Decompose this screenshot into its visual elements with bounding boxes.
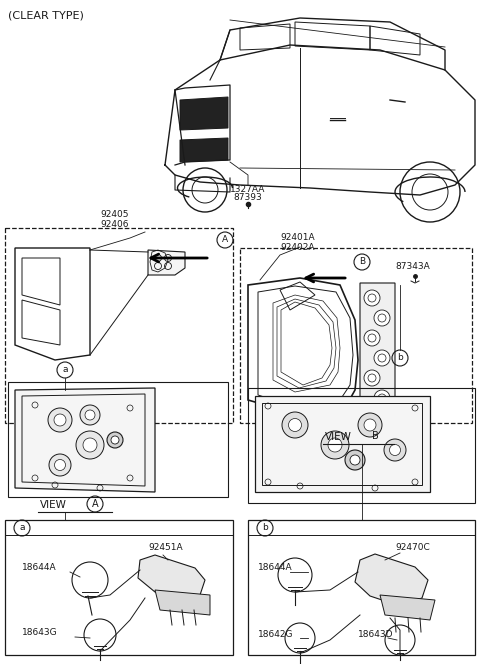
Circle shape <box>350 455 360 465</box>
Circle shape <box>54 414 66 426</box>
Circle shape <box>384 439 406 461</box>
Circle shape <box>364 290 380 306</box>
Polygon shape <box>355 554 428 606</box>
Text: 1327AA: 1327AA <box>230 185 266 194</box>
Text: 87393: 87393 <box>234 193 263 202</box>
Circle shape <box>328 438 342 452</box>
Circle shape <box>364 330 380 346</box>
Text: 18643G: 18643G <box>22 628 58 637</box>
Polygon shape <box>138 555 205 602</box>
Polygon shape <box>148 250 185 275</box>
Polygon shape <box>15 388 155 492</box>
Text: 87343A: 87343A <box>395 262 430 271</box>
Polygon shape <box>180 97 228 130</box>
Text: (CLEAR TYPE): (CLEAR TYPE) <box>8 10 84 20</box>
Circle shape <box>48 408 72 432</box>
Circle shape <box>358 413 382 437</box>
Polygon shape <box>180 138 228 162</box>
Circle shape <box>389 444 400 456</box>
Circle shape <box>321 431 349 459</box>
Text: 18643D: 18643D <box>358 630 394 639</box>
Text: 18642G: 18642G <box>258 630 293 639</box>
Polygon shape <box>360 283 395 410</box>
Text: 92401A: 92401A <box>280 233 314 242</box>
Polygon shape <box>380 595 435 620</box>
Circle shape <box>282 412 308 438</box>
Circle shape <box>76 431 104 459</box>
Text: VIEW: VIEW <box>40 500 67 510</box>
Circle shape <box>55 459 65 471</box>
Circle shape <box>49 454 71 476</box>
Circle shape <box>107 432 123 448</box>
Circle shape <box>374 390 390 406</box>
Circle shape <box>374 310 390 326</box>
Circle shape <box>83 438 97 452</box>
Text: 18644A: 18644A <box>22 563 57 572</box>
Circle shape <box>345 450 365 470</box>
Text: b: b <box>397 353 403 363</box>
Text: VIEW: VIEW <box>325 432 352 442</box>
Circle shape <box>85 410 95 420</box>
Text: B: B <box>372 431 378 441</box>
Text: 92470C: 92470C <box>395 543 430 552</box>
Polygon shape <box>155 590 210 615</box>
Text: A: A <box>222 236 228 244</box>
Text: b: b <box>262 523 268 533</box>
Circle shape <box>288 418 301 432</box>
Circle shape <box>80 405 100 425</box>
Text: B: B <box>359 258 365 266</box>
Text: A: A <box>92 499 98 509</box>
Circle shape <box>111 436 119 444</box>
Circle shape <box>364 419 376 431</box>
Text: 92405: 92405 <box>100 210 129 219</box>
Text: a: a <box>62 365 68 374</box>
Text: 92406: 92406 <box>100 220 129 229</box>
Circle shape <box>374 350 390 366</box>
Text: 18644A: 18644A <box>258 563 293 572</box>
Text: a: a <box>19 523 25 533</box>
Polygon shape <box>255 396 430 492</box>
Circle shape <box>364 370 380 386</box>
Text: 92402A: 92402A <box>280 243 314 252</box>
Text: 92451A: 92451A <box>148 543 182 552</box>
